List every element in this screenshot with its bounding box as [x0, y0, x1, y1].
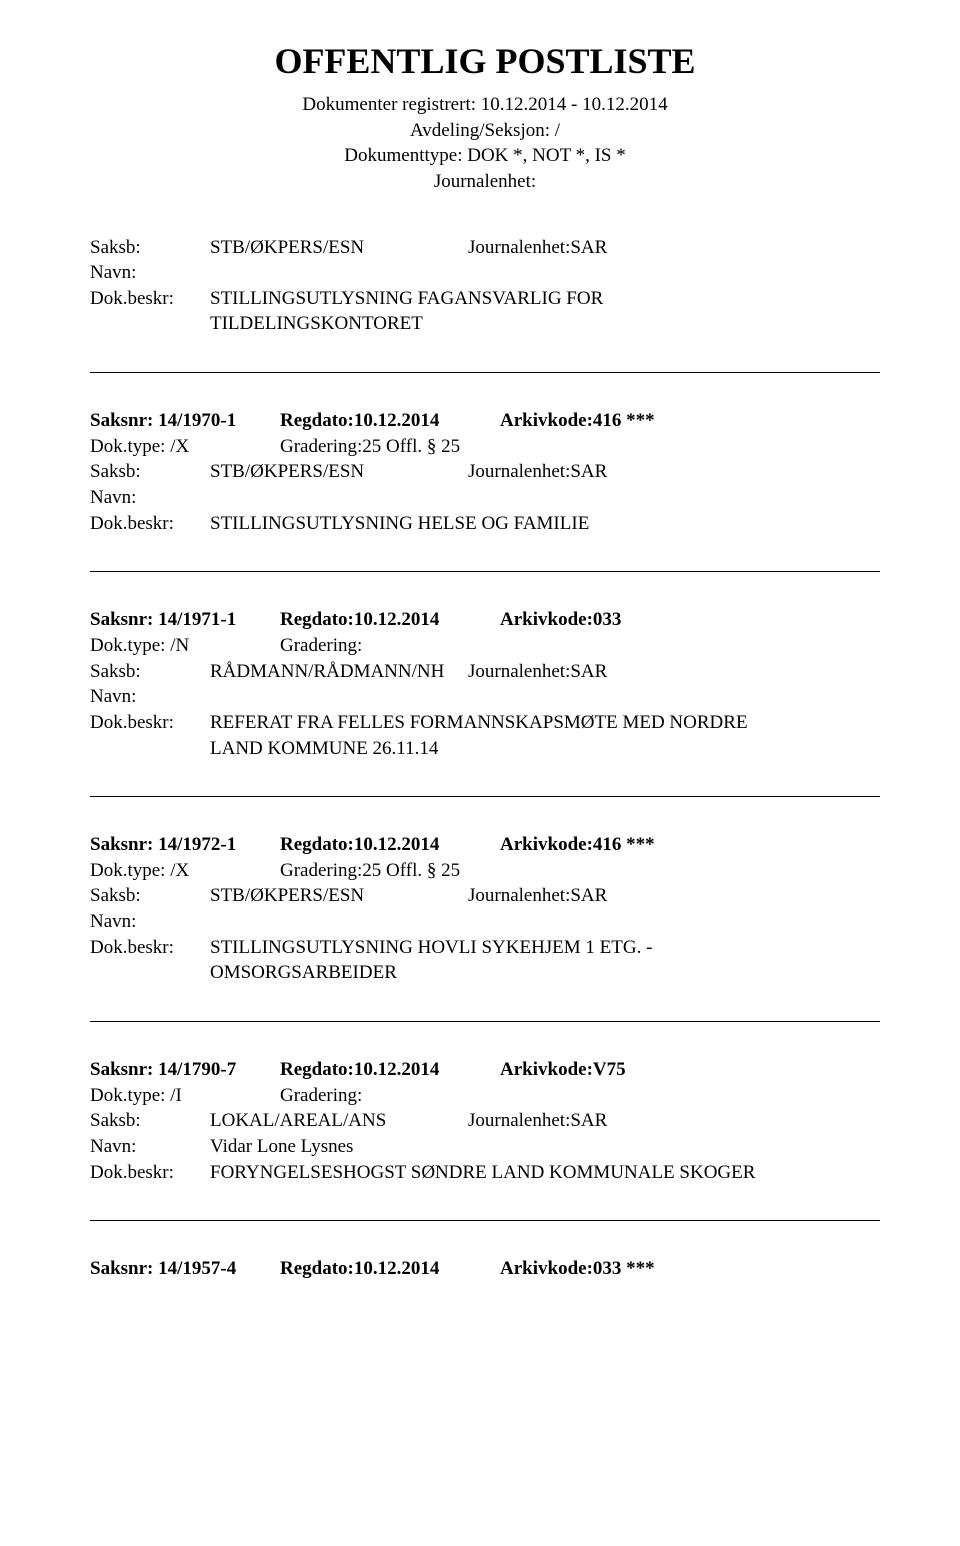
entry-block: Saksnr: 14/1972-1Regdato:10.12.2014Arkiv… — [90, 832, 880, 986]
divider — [90, 571, 880, 572]
doktype-value: Dok.type: /X — [90, 858, 280, 884]
navn-label: Navn: — [90, 260, 210, 286]
navn-label: Navn: — [90, 485, 210, 511]
navn-value: Vidar Lone Lysnes — [210, 1134, 880, 1160]
regdato-value: Regdato:10.12.2014 — [280, 832, 500, 858]
subheader-line: Avdeling/Seksjon: / — [90, 118, 880, 144]
gradering-value: Gradering:25 Offl. § 25 — [280, 858, 538, 884]
divider — [90, 1220, 880, 1221]
saksb-value: STB/ØKPERS/ESN — [210, 883, 468, 909]
page-title: OFFENTLIG POSTLISTE — [90, 40, 880, 82]
entry-block: Saksnr: 14/1790-7Regdato:10.12.2014Arkiv… — [90, 1057, 880, 1185]
dokbeskr-label: Dok.beskr: — [90, 286, 210, 312]
divider — [90, 1021, 880, 1022]
journalenhet-value: Journalenhet:SAR — [468, 1108, 880, 1134]
arkivkode-value: Arkivkode:416 *** — [500, 832, 880, 858]
dokbeskr-value: STILLINGSUTLYSNING FAGANSVARLIG FOR — [210, 286, 880, 312]
divider — [90, 372, 880, 373]
journalenhet-value: Journalenhet:SAR — [468, 883, 880, 909]
doktype-value: Dok.type: /I — [90, 1083, 280, 1109]
saksb-label: Saksb: — [90, 235, 210, 261]
saksb-label: Saksb: — [90, 659, 210, 685]
regdato-value: Regdato:10.12.2014 — [280, 1057, 500, 1083]
dokbeskr-value-cont: TILDELINGSKONTORET — [90, 311, 880, 337]
navn-label: Navn: — [90, 909, 210, 935]
saksb-label: Saksb: — [90, 459, 210, 485]
navn-value — [210, 684, 880, 710]
saksnr-label: Saksnr: 14/1790-7 — [90, 1057, 280, 1083]
dokbeskr-value: FORYNGELSESHOGST SØNDRE LAND KOMMUNALE S… — [210, 1160, 880, 1186]
dokbeskr-value-cont: LAND KOMMUNE 26.11.14 — [90, 736, 880, 762]
navn-value — [210, 909, 880, 935]
regdato-value: Regdato:10.12.2014 — [280, 607, 500, 633]
gradering-value: Gradering: — [280, 633, 538, 659]
saksnr-label: Saksnr: 14/1972-1 — [90, 832, 280, 858]
entry-block: Saksb: STB/ØKPERS/ESN Journalenhet:SAR N… — [90, 235, 880, 338]
saksb-value: STB/ØKPERS/ESN — [210, 459, 468, 485]
subheader-line: Dokumenttype: DOK *, NOT *, IS * — [90, 143, 880, 169]
page: OFFENTLIG POSTLISTE Dokumenter registrer… — [0, 0, 960, 1322]
doktype-value: Dok.type: /N — [90, 633, 280, 659]
dokbeskr-label: Dok.beskr: — [90, 935, 210, 961]
dokbeskr-label: Dok.beskr: — [90, 511, 210, 537]
dokbeskr-value: REFERAT FRA FELLES FORMANNSKAPSMØTE MED … — [210, 710, 880, 736]
journalenhet-value: Journalenhet:SAR — [468, 659, 880, 685]
gradering-value: Gradering: — [280, 1083, 538, 1109]
divider — [90, 796, 880, 797]
dokbeskr-label: Dok.beskr: — [90, 1160, 210, 1186]
navn-label: Navn: — [90, 1134, 210, 1160]
saksnr-label: Saksnr: 14/1970-1 — [90, 408, 280, 434]
subheader-line: Dokumenter registrert: 10.12.2014 - 10.1… — [90, 92, 880, 118]
doktype-value: Dok.type: /X — [90, 434, 280, 460]
dokbeskr-value: STILLINGSUTLYSNING HOVLI SYKEHJEM 1 ETG.… — [210, 935, 880, 961]
page-subheader: Dokumenter registrert: 10.12.2014 - 10.1… — [90, 92, 880, 195]
journalenhet-value: Journalenhet:SAR — [468, 459, 880, 485]
saksb-label: Saksb: — [90, 1108, 210, 1134]
arkivkode-value: Arkivkode:033 — [500, 607, 880, 633]
dokbeskr-label: Dok.beskr: — [90, 710, 210, 736]
arkivkode-value: Arkivkode:416 *** — [500, 408, 880, 434]
arkivkode-value: Arkivkode:V75 — [500, 1057, 880, 1083]
navn-value — [210, 485, 880, 511]
dokbeskr-value: STILLINGSUTLYSNING HELSE OG FAMILIE — [210, 511, 880, 537]
journalenhet-value: Journalenhet:SAR — [468, 235, 880, 261]
entry-block: Saksnr: 14/1957-4 Regdato:10.12.2014 Ark… — [90, 1256, 880, 1282]
saksb-value: STB/ØKPERS/ESN — [210, 235, 468, 261]
entry-block: Saksnr: 14/1970-1Regdato:10.12.2014Arkiv… — [90, 408, 880, 536]
saksnr-label: Saksnr: 14/1971-1 — [90, 607, 280, 633]
gradering-value: Gradering:25 Offl. § 25 — [280, 434, 538, 460]
entry-block: Saksnr: 14/1971-1Regdato:10.12.2014Arkiv… — [90, 607, 880, 761]
navn-label: Navn: — [90, 684, 210, 710]
saksb-value: RÅDMANN/RÅDMANN/NH — [210, 659, 468, 685]
saksb-label: Saksb: — [90, 883, 210, 909]
regdato-value: Regdato:10.12.2014 — [280, 1256, 500, 1282]
dokbeskr-value-cont: OMSORGSARBEIDER — [90, 960, 880, 986]
saksnr-label: Saksnr: 14/1957-4 — [90, 1256, 280, 1282]
subheader-line: Journalenhet: — [90, 169, 880, 195]
navn-value — [210, 260, 880, 286]
arkivkode-value: Arkivkode:033 *** — [500, 1256, 880, 1282]
regdato-value: Regdato:10.12.2014 — [280, 408, 500, 434]
saksb-value: LOKAL/AREAL/ANS — [210, 1108, 468, 1134]
